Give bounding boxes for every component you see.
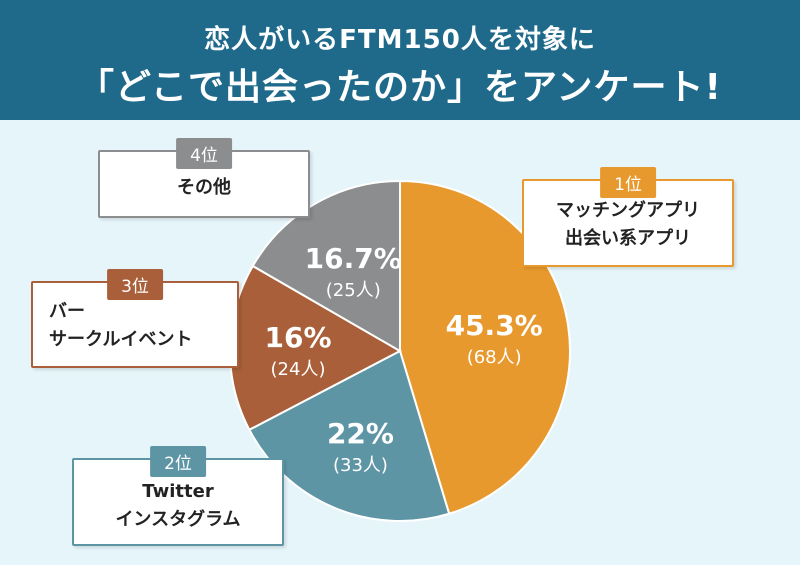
legend-label-3a: バー: [49, 301, 85, 322]
rank-badge-3: 3位: [107, 269, 163, 300]
rank-badge-1: 1位: [600, 167, 656, 198]
legend-label-4: その他: [177, 177, 231, 198]
pie-slice-2: [247, 349, 451, 522]
title-line-1: 恋人がいるFTM150人を対象に: [204, 25, 596, 55]
legend-label-1b: 出会い系アプリ: [565, 228, 691, 249]
legend-label-3b: サークルイベント: [49, 329, 193, 350]
rank-badge-2: 2位: [150, 446, 206, 477]
header-banner: 恋人がいるFTM150人を対象に 「どこで出会ったのか」をアンケート!: [0, 0, 800, 120]
pie-slice-4: [251, 179, 401, 353]
legend-label-2a: Twitter: [142, 481, 214, 502]
legend-box-rank-1: 1位 マッチングアプリ 出会い系アプリ: [522, 167, 734, 267]
count-label-2: (33人): [333, 455, 388, 476]
legend-box-rank-4: 4位 その他: [98, 138, 310, 218]
count-label-3: (24人): [271, 359, 326, 380]
legend-box-rank-3: 3位 バー サークルイベント: [31, 269, 239, 368]
percent-label-2: 22%: [327, 417, 394, 450]
title-line-2: 「どこで出会ったのか」をアンケート!: [78, 67, 722, 108]
percent-label-3: 16%: [265, 321, 332, 354]
count-label-1: (68人): [467, 347, 522, 368]
legend-label-2b: インスタグラム: [115, 509, 241, 530]
legend-box-rank-2: 2位 Twitter インスタグラム: [72, 446, 284, 546]
percent-label-4: 16.7%: [305, 242, 402, 275]
legend-label-1a: マッチングアプリ: [556, 200, 700, 221]
percent-label-1: 45.3%: [446, 309, 543, 342]
count-label-4: (25人): [326, 280, 381, 301]
rank-badge-4: 4位: [176, 138, 232, 169]
